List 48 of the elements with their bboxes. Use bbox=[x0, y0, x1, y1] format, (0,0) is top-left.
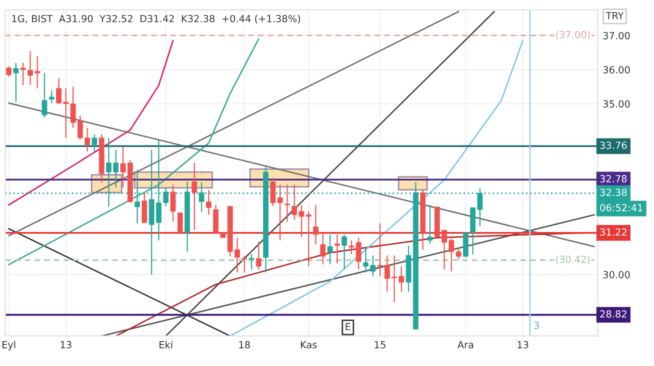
candlestick bbox=[42, 72, 48, 118]
y-tick-label: 30.00 bbox=[603, 271, 630, 278]
candlestick bbox=[6, 66, 12, 78]
candlestick bbox=[142, 192, 148, 224]
ref-line-label: (30.42) bbox=[556, 255, 590, 264]
candlestick bbox=[170, 184, 176, 222]
x-tick-label: 13 bbox=[518, 341, 528, 348]
line-series bbox=[229, 40, 524, 336]
candlestick bbox=[177, 212, 183, 234]
x-tick-label: Eyl bbox=[2, 340, 16, 350]
y-tick-label: 35.00 bbox=[603, 100, 630, 108]
text: TRY bbox=[606, 12, 624, 20]
ref-line-label: 28.82 bbox=[600, 310, 626, 318]
candlestick bbox=[20, 62, 26, 86]
annotation: 3 bbox=[534, 322, 539, 329]
candlestick bbox=[13, 62, 19, 103]
chart-title: 1G, BIST A31.90 Y32.52 D31.42 K32.38 +0.44 (+1.38%) bbox=[12, 14, 300, 24]
y-tick-label: 36.00 bbox=[603, 66, 630, 74]
ref-line-label: 32.38 bbox=[600, 188, 627, 196]
candlestick bbox=[320, 232, 326, 265]
annotation: E bbox=[346, 323, 350, 330]
x-tick-label: Eki bbox=[160, 340, 172, 348]
ref-line-label: 32.78 bbox=[600, 175, 627, 182]
candlestick bbox=[427, 204, 433, 244]
candlestick bbox=[256, 241, 262, 270]
candlestick bbox=[334, 234, 340, 264]
ref-line-label: 31.22 bbox=[600, 228, 626, 236]
candlestick bbox=[206, 189, 212, 216]
x-tick-label: Kas bbox=[300, 341, 317, 348]
y-tick-label: 37.00 bbox=[603, 32, 630, 40]
x-tick-label: 15 bbox=[374, 341, 386, 348]
line-series bbox=[8, 40, 174, 206]
candlestick bbox=[313, 204, 318, 246]
candlestick bbox=[48, 90, 54, 104]
candlestick bbox=[248, 253, 254, 270]
line-series bbox=[8, 38, 260, 266]
ref-line-label: 33.76 bbox=[600, 142, 627, 149]
ref-line-label: (37.00) bbox=[556, 30, 590, 40]
candlestick bbox=[327, 234, 333, 265]
text: 06:52:41 bbox=[600, 204, 642, 212]
candlestick bbox=[242, 255, 248, 274]
x-tick-label: Ara bbox=[457, 341, 474, 348]
candlestick bbox=[342, 234, 348, 270]
x-tick-label: 18 bbox=[239, 341, 250, 348]
candlestick bbox=[284, 184, 290, 222]
x-tick-label: 13 bbox=[60, 341, 72, 348]
candlestick bbox=[92, 134, 98, 152]
candlestick bbox=[192, 162, 198, 231]
